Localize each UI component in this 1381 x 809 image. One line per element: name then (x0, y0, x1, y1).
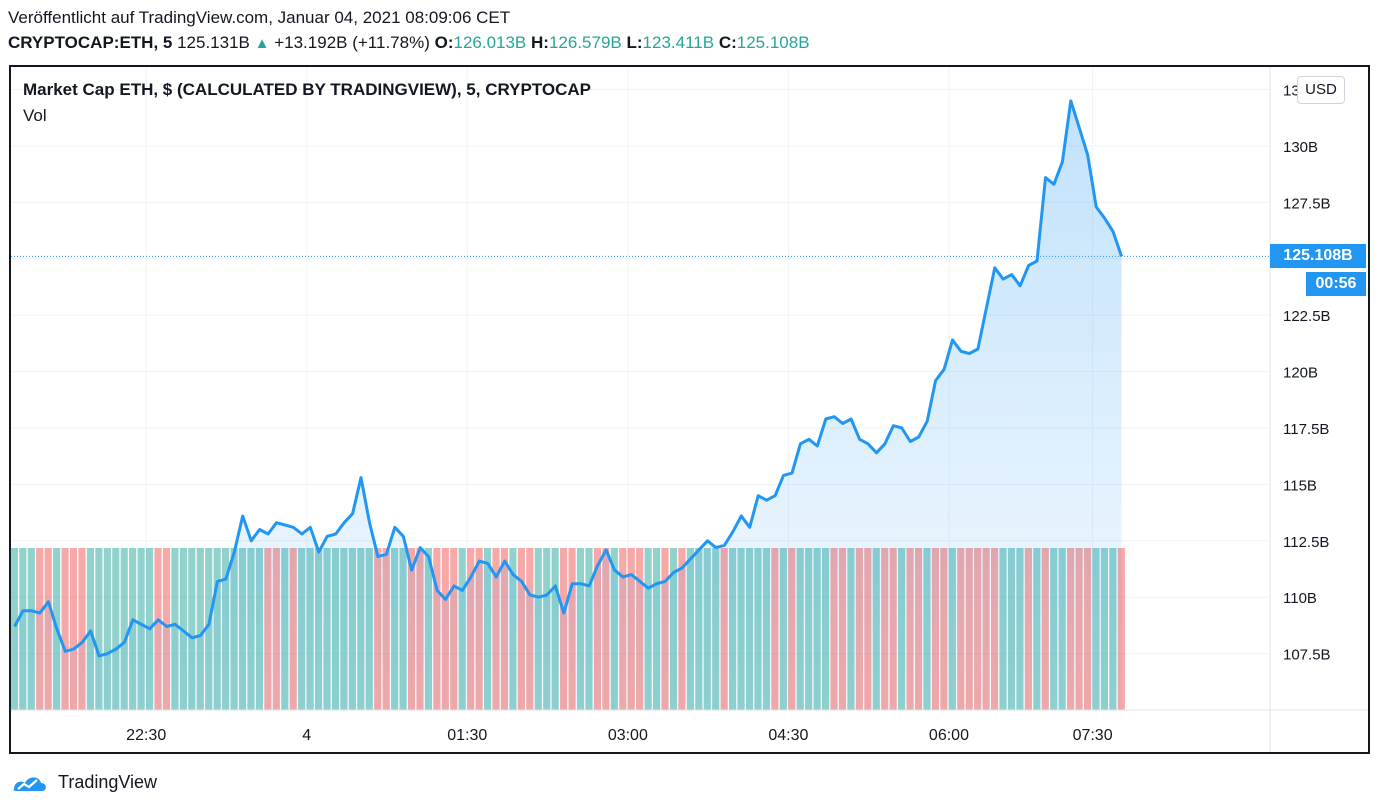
x-tick-label: 01:30 (447, 727, 487, 744)
y-tick-label: 122.5B (1283, 308, 1331, 325)
last-price-tag: 125.108B (1270, 244, 1366, 269)
x-tick-label: 22:30 (126, 727, 166, 744)
y-tick-label: 120B (1283, 365, 1318, 382)
y-tick-label: 112.5B (1283, 534, 1329, 551)
volume-bar (196, 548, 204, 710)
tradingview-brand[interactable]: TradingView (10, 770, 157, 794)
high-label: H: (531, 33, 549, 52)
bar-countdown-tag: 00:56 (1306, 272, 1366, 297)
series-title: Market Cap ETH, $ (CALCULATED BY TRADING… (23, 80, 591, 99)
x-tick-label: 4 (302, 727, 311, 744)
close-label: C: (718, 33, 737, 52)
x-tick-label: 03:00 (608, 727, 648, 744)
volume-bar (78, 548, 86, 710)
published-caption: Veröffentlicht auf TradingView.com, Janu… (8, 8, 511, 27)
x-tick-label: 04:30 (768, 727, 808, 744)
x-tick-label: 06:00 (929, 727, 969, 744)
volume-bar (112, 548, 120, 710)
ohlc-header: CRYPTOCAP:ETH, 5 125.131B ▲ +13.192B (+1… (8, 33, 810, 53)
tradingview-logo-icon (13, 777, 46, 791)
volume-bar (10, 548, 18, 710)
price-change: +13.192B (+11.78%) (274, 33, 430, 52)
y-tick-label: 127.5B (1283, 195, 1331, 212)
volume-bar (103, 548, 111, 710)
high-value: 126.579B (548, 33, 622, 52)
open-value: 126.013B (453, 33, 527, 52)
y-tick-label: 110B (1283, 590, 1317, 607)
last-price: 125.131B (177, 33, 250, 52)
up-triangle-icon: ▲ (254, 35, 270, 52)
x-tick-label: 07:30 (1073, 727, 1113, 744)
volume-bar (86, 548, 94, 710)
y-tick-label: 115B (1283, 477, 1317, 494)
close-value: 125.108B (736, 33, 810, 52)
volume-bar (61, 548, 69, 710)
volume-bar (69, 548, 78, 710)
volume-bar (95, 548, 103, 710)
y-tick-label: 107.5B (1283, 647, 1331, 664)
low-label: L: (626, 33, 643, 52)
y-tick-label: 117.5B (1283, 421, 1329, 438)
brand-name: TradingView (58, 771, 158, 792)
currency-button[interactable]: USD (1297, 76, 1345, 104)
volume-bar (120, 548, 128, 710)
symbol-label: CRYPTOCAP:ETH, 5 (8, 33, 173, 52)
price-line (13, 99, 1123, 658)
volume-label: Vol (23, 106, 47, 125)
price-area-fill (14, 100, 1122, 711)
chart-frame (9, 65, 1370, 754)
volume-bar (188, 548, 196, 710)
low-value: 123.411B (642, 33, 715, 52)
y-tick-label: 130B (1283, 139, 1318, 156)
open-label: O: (434, 33, 454, 52)
